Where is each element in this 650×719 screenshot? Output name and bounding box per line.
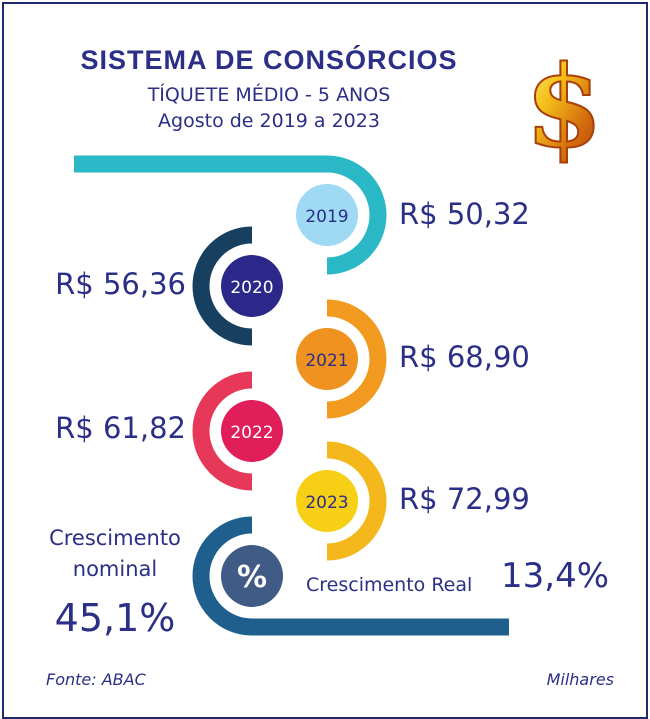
value-label-2021: R$ 68,90 — [399, 340, 530, 374]
nominal-growth-label-line2: nominal — [72, 557, 158, 581]
chart-subtitle: TÍQUETE MÉDIO - 5 ANOS — [147, 84, 391, 106]
value-label-2020: R$ 56,36 — [55, 267, 186, 301]
year-circle-2021 — [296, 328, 358, 390]
source-note: Fonte: ABAC — [46, 670, 146, 689]
percent-symbol: % — [237, 560, 267, 595]
real-growth-value: 13,4% — [501, 556, 610, 596]
year-label-2021: 2021 — [305, 351, 348, 371]
ribbon-arc-2023 — [326, 441, 387, 561]
year-circle-2022 — [221, 400, 283, 462]
chart-title: SISTEMA DE CONSÓRCIOS — [80, 45, 458, 75]
ribbon-arc-2020 — [192, 226, 253, 346]
year-circle-2019 — [296, 184, 358, 246]
year-circle-2023 — [296, 470, 358, 532]
percent-circle — [221, 545, 283, 607]
nominal-growth-label-line1: Crescimento — [49, 526, 181, 550]
value-label-2019: R$ 50,32 — [399, 197, 530, 231]
dollar-sign-icon: $ — [524, 41, 604, 174]
year-label-2020: 2020 — [230, 278, 273, 298]
value-label-2023: R$ 72,99 — [399, 482, 530, 516]
ribbon-arc-2019 — [326, 155, 387, 275]
year-label-2019: 2019 — [305, 207, 348, 227]
year-label-2022: 2022 — [230, 423, 273, 443]
year-label-2023: 2023 — [305, 493, 348, 513]
ribbon-chart: 2019 2020 2021 2022 2023% $ — [74, 41, 604, 636]
real-growth-label: Crescimento Real — [306, 574, 473, 596]
ribbon-tail — [192, 516, 509, 636]
value-label-2022: R$ 61,82 — [55, 411, 186, 445]
year-circle-2020 — [221, 255, 283, 317]
units-note: Milhares — [546, 670, 614, 689]
ribbon-arc-2021 — [326, 299, 387, 419]
chart-period: Agosto de 2019 a 2023 — [158, 110, 380, 132]
svg-text:$: $ — [525, 42, 603, 173]
nominal-growth-value: 45,1% — [54, 596, 176, 640]
ribbon-arc-2022 — [192, 371, 253, 491]
